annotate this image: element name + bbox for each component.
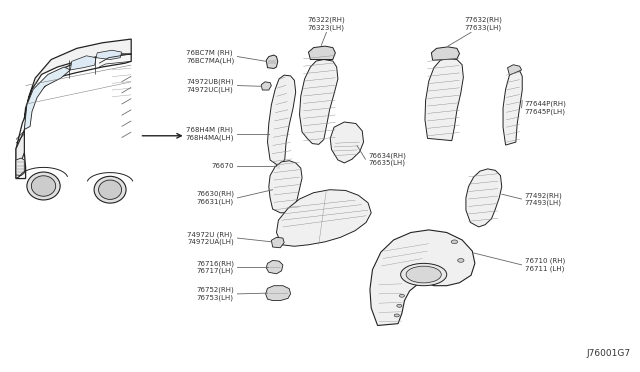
Polygon shape — [266, 55, 278, 68]
Text: 76752(RH)
76753(LH): 76752(RH) 76753(LH) — [196, 287, 234, 301]
Polygon shape — [308, 46, 335, 60]
Polygon shape — [70, 56, 96, 70]
Polygon shape — [508, 65, 522, 75]
Polygon shape — [24, 67, 70, 129]
Polygon shape — [370, 230, 475, 326]
Circle shape — [451, 240, 458, 244]
Ellipse shape — [401, 263, 447, 286]
Text: 74972UB(RH)
74972UC(LH): 74972UB(RH) 74972UC(LH) — [187, 78, 234, 93]
Text: 76716(RH)
76717(LH): 76716(RH) 76717(LH) — [196, 260, 234, 274]
Polygon shape — [431, 47, 460, 60]
Text: 77644P(RH)
77645P(LH): 77644P(RH) 77645P(LH) — [525, 101, 566, 115]
Circle shape — [399, 294, 404, 297]
Polygon shape — [269, 161, 302, 213]
Text: 76710 (RH)
76711 (LH): 76710 (RH) 76711 (LH) — [525, 258, 565, 272]
Text: 76630(RH)
76631(LH): 76630(RH) 76631(LH) — [196, 191, 234, 205]
Text: 768H4M (RH)
768H4MA(LH): 768H4M (RH) 768H4MA(LH) — [186, 127, 234, 141]
Polygon shape — [24, 39, 131, 119]
Text: J76001G7: J76001G7 — [586, 349, 630, 358]
Polygon shape — [266, 286, 291, 301]
Polygon shape — [425, 58, 463, 141]
Polygon shape — [330, 122, 364, 163]
Polygon shape — [503, 69, 522, 145]
Ellipse shape — [27, 172, 60, 200]
Polygon shape — [300, 60, 338, 144]
Polygon shape — [466, 169, 502, 227]
Ellipse shape — [406, 266, 442, 283]
Polygon shape — [276, 161, 280, 170]
Circle shape — [394, 314, 399, 317]
Polygon shape — [261, 82, 271, 90]
Text: 76670: 76670 — [212, 163, 234, 169]
Text: 77632(RH)
77633(LH): 77632(RH) 77633(LH) — [465, 16, 502, 31]
Polygon shape — [266, 260, 283, 274]
Polygon shape — [16, 158, 24, 176]
Text: 76634(RH)
76635(LH): 76634(RH) 76635(LH) — [369, 152, 406, 166]
Text: 77492(RH)
77493(LH): 77492(RH) 77493(LH) — [525, 192, 563, 206]
Polygon shape — [276, 190, 371, 246]
Polygon shape — [16, 130, 24, 179]
Text: 74972U (RH)
74972UA(LH): 74972U (RH) 74972UA(LH) — [188, 231, 234, 245]
Circle shape — [458, 259, 464, 262]
Polygon shape — [16, 54, 131, 179]
Ellipse shape — [99, 180, 122, 199]
Ellipse shape — [94, 176, 126, 203]
Polygon shape — [271, 237, 284, 248]
Circle shape — [397, 304, 402, 307]
Text: 76322(RH)
76323(LH): 76322(RH) 76323(LH) — [308, 16, 345, 31]
Text: 76BC7M (RH)
76BC7MA(LH): 76BC7M (RH) 76BC7MA(LH) — [186, 49, 234, 64]
Polygon shape — [268, 75, 296, 164]
Polygon shape — [96, 50, 122, 60]
Ellipse shape — [31, 176, 56, 196]
